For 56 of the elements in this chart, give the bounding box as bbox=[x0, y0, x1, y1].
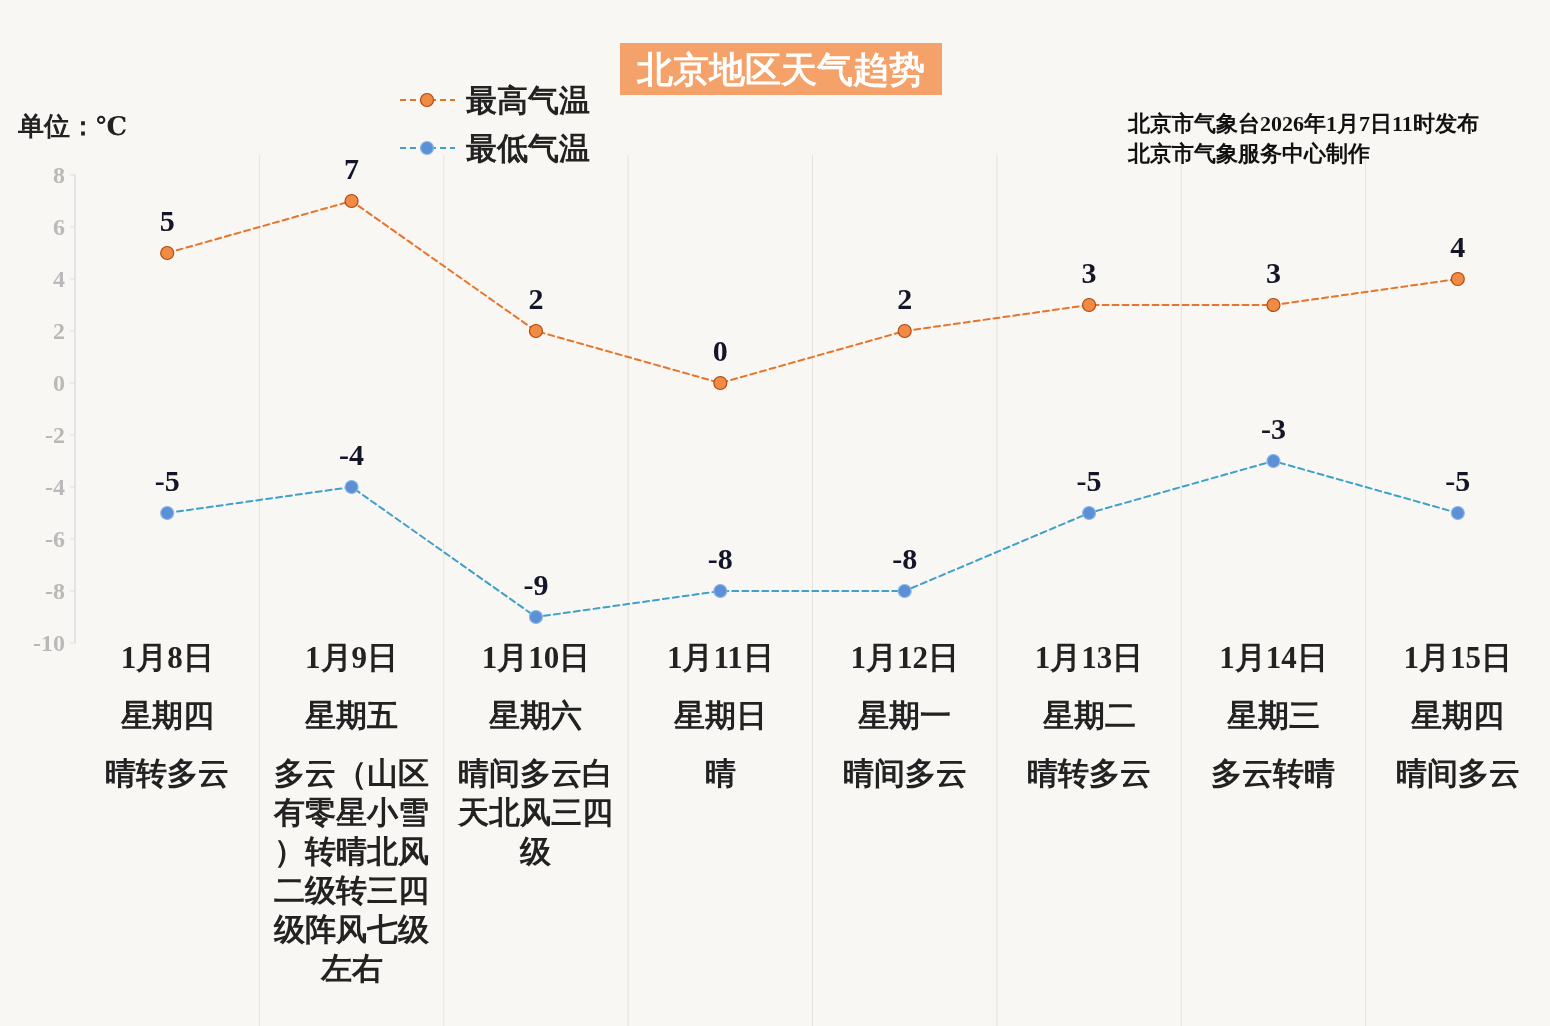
data-label: 3 bbox=[1265, 256, 1281, 289]
data-label: 0 bbox=[712, 334, 728, 367]
x-tick-label: 1月11日星期日晴 bbox=[666, 640, 774, 791]
data-label: 7 bbox=[344, 152, 360, 185]
point bbox=[1450, 505, 1465, 521]
text: 单位：℃ bbox=[17, 112, 128, 141]
data-label: -5 bbox=[154, 464, 180, 497]
y-tick-label: 2 bbox=[53, 318, 65, 344]
point bbox=[528, 323, 544, 339]
data-label: -8 bbox=[707, 542, 733, 575]
point bbox=[1081, 505, 1097, 521]
point bbox=[528, 609, 544, 625]
point bbox=[160, 245, 175, 261]
data-label: 5 bbox=[159, 204, 175, 237]
y-tick-label: -10 bbox=[33, 630, 65, 656]
point bbox=[897, 583, 912, 599]
point bbox=[344, 479, 359, 495]
data-label: 2 bbox=[897, 282, 913, 315]
y-tick-label: 4 bbox=[53, 266, 65, 292]
data-label: -9 bbox=[523, 568, 549, 601]
data-label: 2 bbox=[528, 282, 544, 315]
point bbox=[160, 505, 175, 521]
point bbox=[1266, 453, 1281, 469]
data-label: 3 bbox=[1081, 256, 1097, 289]
y-tick-label: -6 bbox=[45, 526, 65, 552]
x-tick-label: 1月13日星期二晴转多云 bbox=[1027, 640, 1152, 791]
x-tick-label: 1月12日星期一晴间多云 bbox=[842, 640, 967, 791]
legend-label: 最低气温 bbox=[466, 131, 590, 166]
chart-title: 北京地区天气趋势 bbox=[636, 50, 925, 90]
x-tick-label: 1月10日星期六晴间多云白天北风三四级 bbox=[457, 640, 614, 869]
text: 北京市气象台2026年1月7日11时发布 bbox=[1127, 111, 1479, 136]
y-tick-label: -4 bbox=[45, 474, 65, 500]
y-tick-label: -2 bbox=[45, 422, 65, 448]
y-tick-label: -8 bbox=[45, 578, 65, 604]
data-label: -3 bbox=[1260, 412, 1286, 445]
data-label: -4 bbox=[339, 438, 365, 471]
point bbox=[897, 323, 912, 339]
point bbox=[713, 375, 728, 391]
data-label: -5 bbox=[1076, 464, 1102, 497]
x-tick-label: 1月15日星期四晴间多云 bbox=[1395, 640, 1520, 791]
data-label: -5 bbox=[1445, 464, 1471, 497]
data-label: -8 bbox=[892, 542, 918, 575]
x-tick-label: 1月9日星期五多云（山区有零星小雪）转晴北风二级转三四级阵风七级左右 bbox=[273, 640, 431, 986]
point bbox=[713, 583, 728, 599]
point bbox=[1081, 297, 1097, 313]
data-label: 4 bbox=[1450, 230, 1466, 263]
legend-label: 最高气温 bbox=[466, 83, 590, 118]
y-tick-label: 0 bbox=[53, 370, 65, 396]
y-tick-label: 6 bbox=[53, 214, 65, 240]
y-tick-label: 8 bbox=[53, 162, 65, 188]
point bbox=[1450, 271, 1465, 287]
x-tick-label: 1月8日星期四晴转多云 bbox=[105, 640, 230, 791]
point bbox=[344, 193, 359, 209]
x-tick-label: 1月14日星期三多云转晴 bbox=[1211, 640, 1336, 791]
text: 北京市气象服务中心制作 bbox=[1127, 141, 1370, 166]
point bbox=[1266, 297, 1281, 313]
